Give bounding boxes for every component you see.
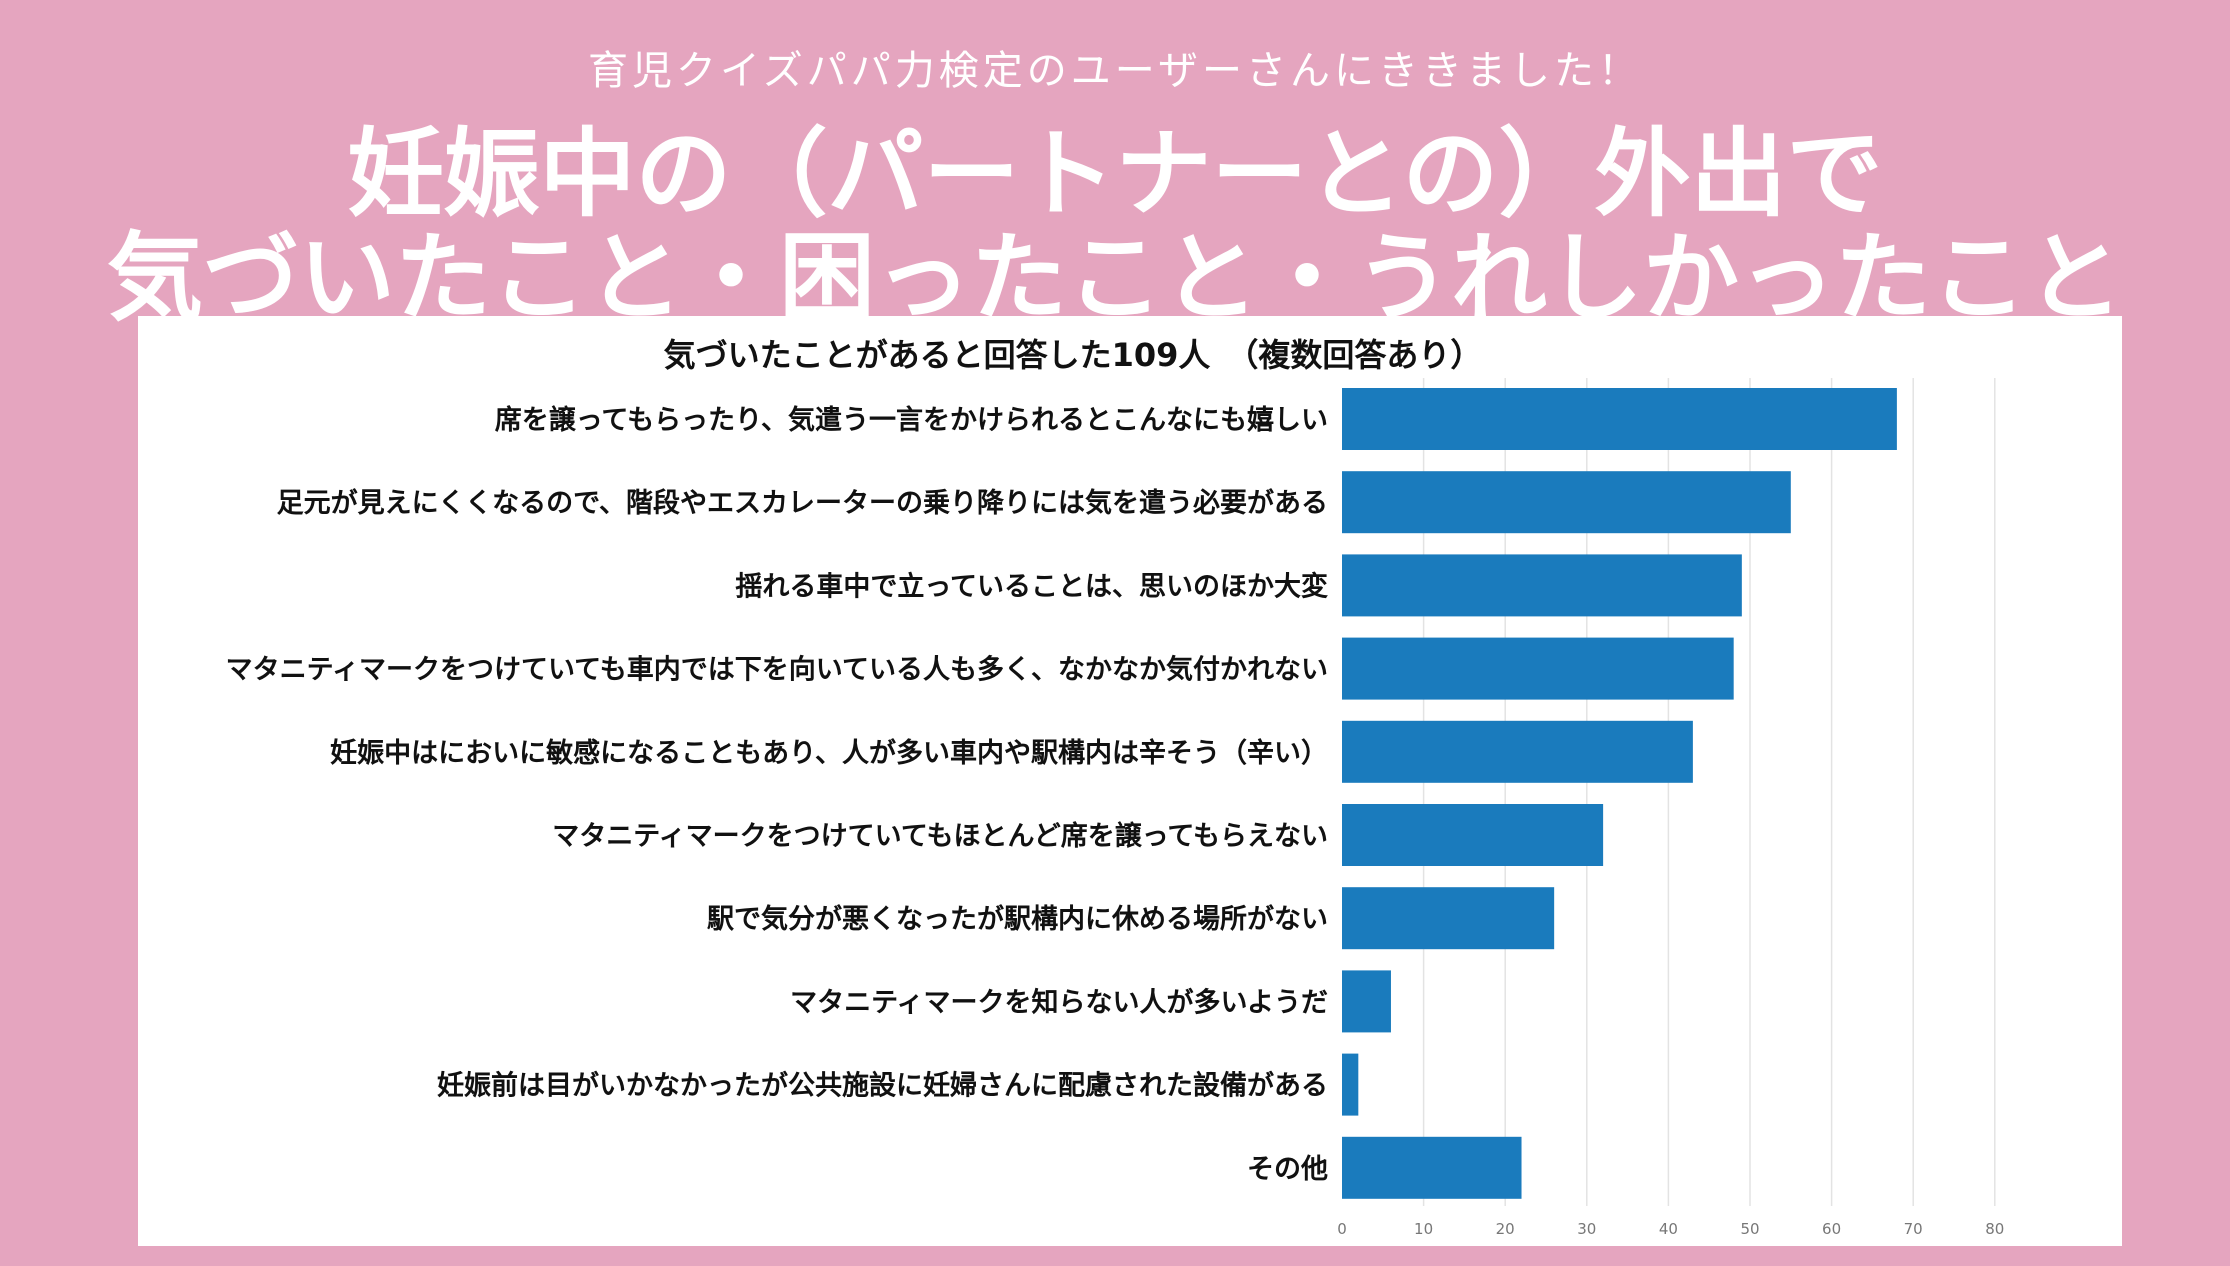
x-tick-label: 10 [1414, 1220, 1433, 1238]
category-label: 妊娠中はにおいに敏感になることもあり、人が多い車内や駅構内は辛そう（辛い） [330, 737, 1328, 769]
bar [1342, 887, 1555, 950]
bar [1342, 637, 1734, 700]
category-label: 駅で気分が悪くなったが駅構内に休める場所がない [707, 903, 1328, 935]
x-tick-label: 0 [1337, 1220, 1347, 1238]
category-label: その他 [1247, 1154, 1328, 1185]
bar [1342, 471, 1791, 534]
x-tick-label: 60 [1822, 1220, 1841, 1238]
x-tick-label: 70 [1904, 1220, 1923, 1238]
x-tick-label: 30 [1577, 1220, 1596, 1238]
bar [1342, 1053, 1359, 1116]
category-label: 足元が見えにくくなるので、階段やエスカレーターの乗り降りには気を遣う必要がある [277, 487, 1328, 519]
x-tick-label: 80 [1985, 1220, 2004, 1238]
category-label: 妊娠前は目がいかなかったが公共施設に妊婦さんに配慮された設備がある [437, 1070, 1328, 1102]
x-tick-label: 20 [1496, 1220, 1515, 1238]
category-label: マタニティマークをつけていても車内では下を向いている人も多く、なかなか気付かれな… [226, 654, 1328, 686]
bar-chart: 席を譲ってもらったり、気遣う一言をかけられるとこんなにも嬉しい足元が見えにくくな… [226, 378, 2004, 1238]
bar [1342, 970, 1391, 1033]
bar [1342, 554, 1742, 617]
category-label: マタニティマークを知らない人が多いようだ [790, 986, 1328, 1018]
category-label: 揺れる車中で立っていることは、思いのほか大変 [735, 570, 1328, 602]
bar [1342, 388, 1897, 450]
chart-title: 気づいたことがあると回答した109人 （複数回答あり） [663, 336, 1483, 374]
bar [1342, 720, 1693, 783]
bar [1342, 1136, 1522, 1199]
category-label: 席を譲ってもらったり、気遣う一言をかけられるとこんなにも嬉しい [495, 404, 1328, 436]
category-label: マタニティマークをつけていてもほとんど席を譲ってもらえない [552, 820, 1328, 852]
x-tick-label: 40 [1659, 1220, 1678, 1238]
page-title-line2: 気づいたこと・困ったこと・うれしかったこと [107, 222, 2123, 334]
x-tick-label: 50 [1740, 1220, 1759, 1238]
survey-subtitle: 育児クイズパパ力検定のユーザーさんにききました！ [588, 48, 1642, 94]
page-title-line1: 妊娠中の（パートナーとの）外出で [347, 118, 1883, 230]
bar [1342, 804, 1604, 866]
chart-panel: 気づいたことがあると回答した109人 （複数回答あり） 席を譲ってもらったり、気… [138, 316, 2122, 1246]
